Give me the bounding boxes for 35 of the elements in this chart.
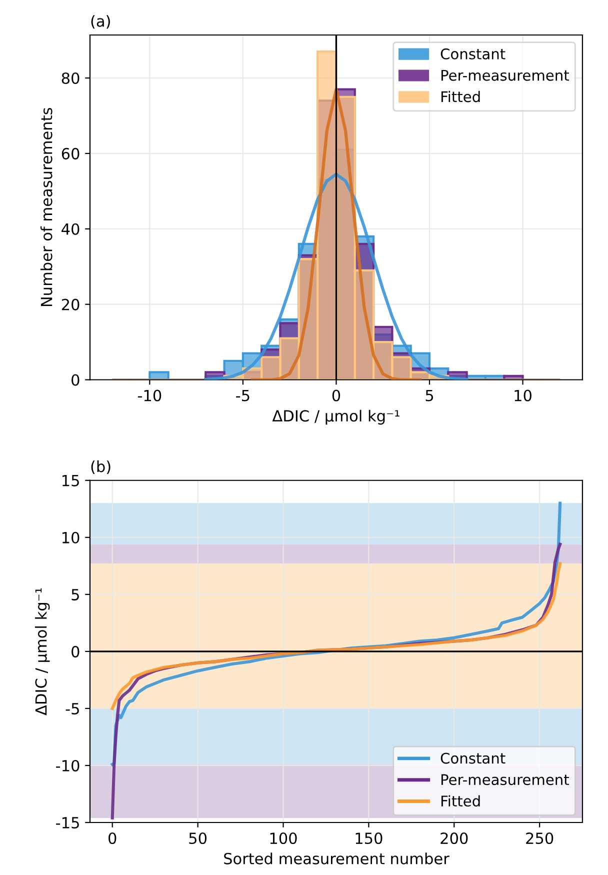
y-tick-label: 0 xyxy=(72,374,80,386)
x-tick-label: 200 xyxy=(440,832,468,844)
x-tick-label: -5 xyxy=(236,390,250,402)
y-tick-label: 20 xyxy=(62,298,80,310)
y-tick-label: 10 xyxy=(62,532,80,544)
y-axis-title: ΔDIC / µmol kg⁻¹ xyxy=(34,588,50,716)
x-tick-label: 5 xyxy=(426,390,434,402)
x-tick-label: 10 xyxy=(514,390,532,402)
legend-label: Fitted xyxy=(441,795,480,807)
legend-label: Per-measurement xyxy=(441,70,569,81)
y-tick-label: 5 xyxy=(72,589,79,600)
y-tick-label: 15 xyxy=(62,475,79,486)
x-tick-label: 0 xyxy=(108,832,116,844)
chart-title: (a) xyxy=(91,15,110,29)
y-axis-title: Number of measurements xyxy=(40,108,52,306)
x-tick-label: 50 xyxy=(189,832,207,844)
legend-label: Fitted xyxy=(441,90,480,102)
y-tick-label: 60 xyxy=(62,148,80,160)
legend-label: Constant xyxy=(440,48,506,60)
x-tick-label: 150 xyxy=(356,832,382,844)
y-tick-label: 40 xyxy=(62,223,80,235)
legend-label: Constant xyxy=(440,752,506,764)
chart-title: (b) xyxy=(91,460,110,474)
x-axis-title: ΔDIC / µmol kg⁻¹ xyxy=(272,410,400,425)
y-tick-label: -15 xyxy=(56,817,79,829)
x-tick-label: 0 xyxy=(332,390,340,402)
y-tick-label: 80 xyxy=(62,72,80,84)
x-tick-label: 100 xyxy=(270,832,297,844)
y-tick-label: 0 xyxy=(72,646,80,658)
legend-label: Per-measurement xyxy=(441,774,569,786)
x-tick-label: 250 xyxy=(526,832,554,844)
y-tick-label: -5 xyxy=(66,703,79,714)
x-tick-label: -10 xyxy=(138,390,162,402)
x-axis-title: Sorted measurement number xyxy=(224,852,450,864)
y-tick-label: -10 xyxy=(56,760,80,772)
